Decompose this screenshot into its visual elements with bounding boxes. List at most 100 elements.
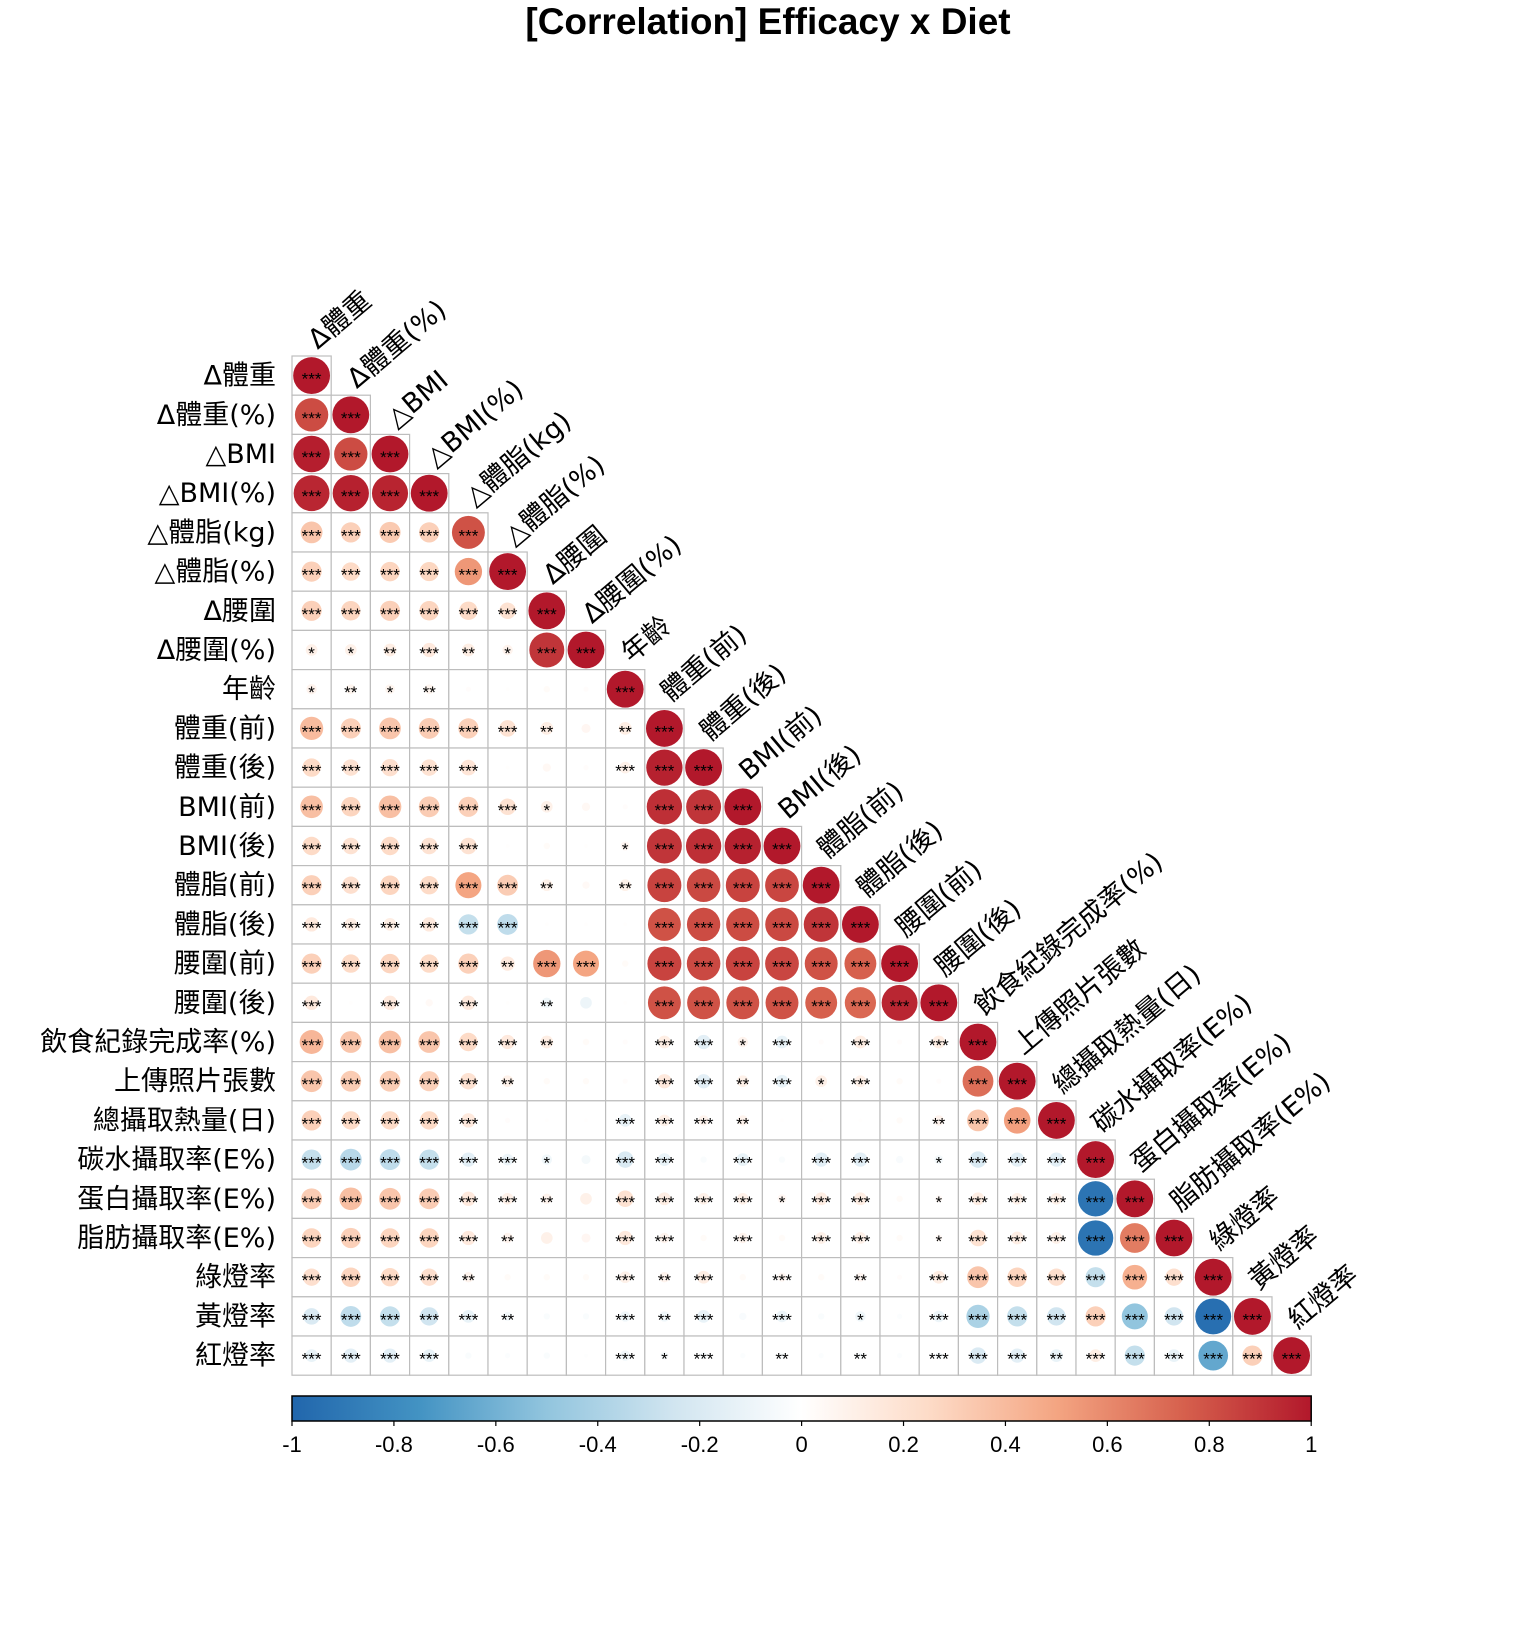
corr-cell: *** <box>448 864 489 906</box>
corr-circle <box>1010 1231 1024 1245</box>
corr-cell <box>565 1178 607 1219</box>
significance-stars: *** <box>380 762 400 781</box>
corr-circle <box>1116 1180 1154 1218</box>
corr-circle <box>658 1114 671 1127</box>
corr-cell: *** <box>291 708 332 749</box>
row-label: 體脂(後) <box>174 909 276 940</box>
corr-circle <box>1198 1340 1229 1371</box>
corr-cell: *** <box>448 1100 489 1141</box>
significance-stars: *** <box>498 801 518 820</box>
corr-circle <box>932 1310 945 1323</box>
corr-circle <box>1037 1101 1075 1139</box>
corr-cell: *** <box>291 864 332 906</box>
corr-circle <box>385 684 395 695</box>
corr-cell: *** <box>604 1217 646 1259</box>
corr-cell <box>879 1256 920 1298</box>
corr-circle <box>660 1351 669 1360</box>
corr-cell: *** <box>957 1256 999 1298</box>
corr-cell: *** <box>683 943 724 984</box>
corr-circle <box>419 954 439 973</box>
corr-circle <box>465 1352 472 1359</box>
corr-circle <box>697 1310 710 1323</box>
significance-stars: *** <box>419 1114 439 1133</box>
significance-stars: ** <box>540 722 554 741</box>
significance-stars: *** <box>615 1232 635 1251</box>
corr-circle <box>424 684 435 695</box>
corr-circle <box>780 1118 784 1123</box>
significance-stars: *** <box>850 1036 870 1055</box>
corr-cell: *** <box>369 1296 411 1337</box>
corr-cell: *** <box>800 982 842 1024</box>
significance-stars: *** <box>380 997 400 1016</box>
corr-cell <box>487 1335 528 1376</box>
corr-cell <box>604 943 646 984</box>
corr-circle <box>881 945 919 983</box>
corr-circle <box>739 1312 747 1321</box>
corr-cell: *** <box>448 708 489 749</box>
corr-circle <box>623 922 628 927</box>
significance-stars: *** <box>458 1232 478 1251</box>
corr-circle <box>419 875 439 895</box>
corr-cell: ** <box>448 1256 489 1298</box>
corr-circle <box>659 1232 670 1244</box>
corr-cell: *** <box>1192 1296 1234 1337</box>
corr-circle <box>504 1117 511 1124</box>
corr-cell: *** <box>996 1060 1038 1102</box>
corr-circle <box>1164 1307 1184 1326</box>
corr-circle <box>765 868 799 903</box>
significance-stars: *** <box>1007 1154 1027 1173</box>
corr-circle <box>818 1313 825 1320</box>
corr-cell: *** <box>291 512 332 553</box>
corr-cell: *** <box>448 1139 489 1180</box>
corr-cell <box>565 1060 607 1102</box>
corr-cell: *** <box>369 512 411 553</box>
corr-cell: *** <box>840 1217 881 1259</box>
corr-circle <box>419 601 439 621</box>
corr-circle <box>584 1353 588 1358</box>
significance-stars: *** <box>733 997 753 1016</box>
corr-circle <box>1121 1303 1148 1330</box>
corr-cell: *** <box>409 786 450 828</box>
corr-cell: *** <box>996 1296 1038 1337</box>
corr-cell: *** <box>369 433 411 475</box>
corr-circle <box>1273 1337 1311 1375</box>
corr-circle <box>379 1306 401 1327</box>
significance-stars: *** <box>341 566 361 585</box>
significance-stars: *** <box>302 526 322 545</box>
corr-cell: *** <box>330 1296 372 1337</box>
corr-circle <box>696 1034 711 1050</box>
corr-circle <box>775 1035 789 1049</box>
corr-cell <box>722 1256 764 1298</box>
corr-cell <box>604 786 646 828</box>
colorbar-tick-label: -0.4 <box>579 1432 617 1457</box>
corr-circle <box>854 1192 867 1206</box>
corr-circle <box>1010 1348 1025 1363</box>
corr-circle <box>461 1191 476 1206</box>
corr-cell: *** <box>448 551 489 592</box>
significance-stars: * <box>308 683 315 702</box>
significance-stars: *** <box>654 1075 674 1094</box>
significance-stars: *** <box>694 1036 714 1055</box>
corr-cell: *** <box>683 1296 724 1337</box>
corr-circle <box>419 562 439 582</box>
significance-stars: *** <box>1007 1271 1027 1290</box>
significance-stars: ** <box>854 1350 868 1369</box>
corr-cell: *** <box>1036 1217 1077 1259</box>
corr-circle <box>936 1078 942 1084</box>
colorbar-tick-label: 0.4 <box>990 1432 1021 1457</box>
significance-stars: *** <box>615 1114 635 1133</box>
significance-stars: *** <box>811 918 831 937</box>
corr-cell: *** <box>409 1217 450 1259</box>
corr-cell: *** <box>1192 1335 1234 1376</box>
corr-circle <box>304 917 319 932</box>
corr-cell: ** <box>1036 1335 1077 1376</box>
significance-stars: *** <box>1007 1310 1027 1329</box>
corr-circle <box>379 1187 401 1210</box>
significance-stars: *** <box>419 1271 439 1290</box>
corr-cell <box>565 747 607 788</box>
corr-circle <box>687 986 721 1020</box>
corr-cell: *** <box>996 1139 1038 1180</box>
corr-circle <box>458 718 479 739</box>
corr-cell: *** <box>487 1178 528 1219</box>
corr-circle <box>584 844 588 848</box>
